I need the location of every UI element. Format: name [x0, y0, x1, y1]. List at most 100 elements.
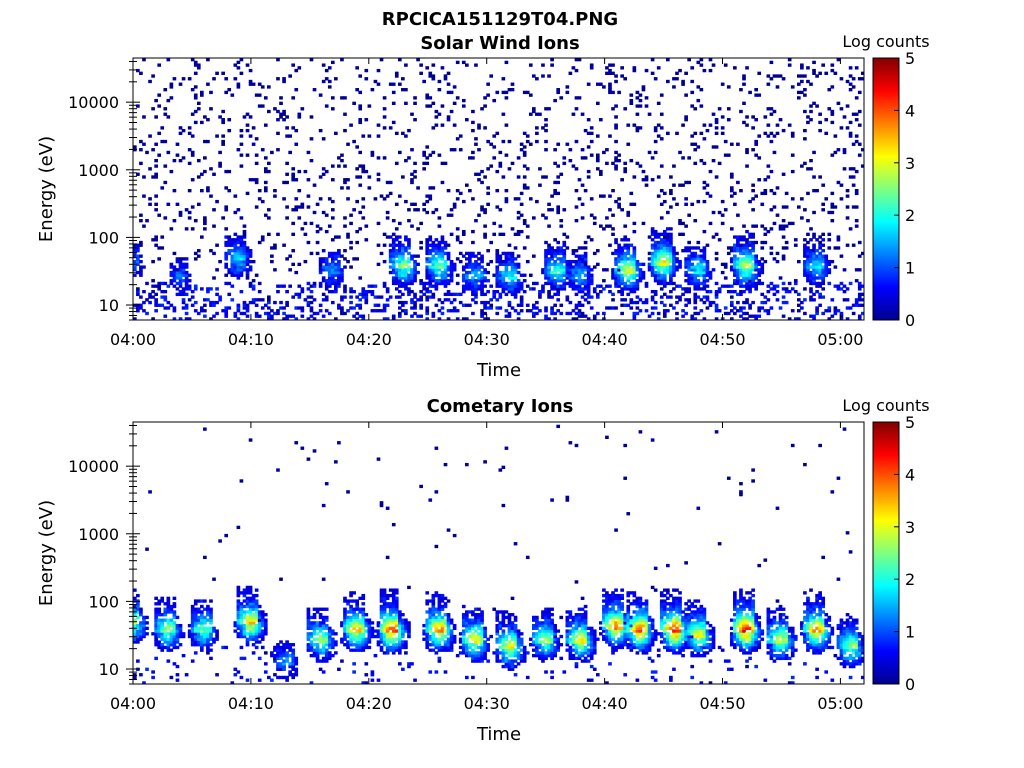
spectrogram-cell: [684, 311, 688, 316]
spectrogram-cell: [577, 281, 582, 286]
spectrogram-cell: [620, 279, 624, 283]
spectrogram-cell: [611, 63, 615, 67]
spectrogram-cell: [355, 615, 359, 620]
spectrogram-cell: [803, 265, 807, 269]
spectrogram-cell: [766, 107, 771, 111]
spectrogram-cell: [361, 164, 366, 168]
spectrogram-cell: [751, 197, 755, 201]
spectrogram-cell: [446, 189, 451, 193]
spectrogram-cell: [428, 615, 433, 620]
spectrogram-cell: [498, 292, 503, 297]
spectrogram-cell: [422, 623, 426, 628]
spectrogram-cell: [151, 295, 155, 299]
spectrogram-cell: [796, 82, 801, 86]
spectrogram-cell: [413, 678, 417, 682]
spectrogram-cell: [324, 298, 329, 302]
spectrogram-cell: [242, 254, 247, 258]
spectrogram-cell: [656, 134, 661, 138]
spectrogram-cell: [733, 202, 737, 206]
spectrogram-cell: [483, 306, 487, 310]
spectrogram-cell: [361, 643, 366, 647]
spectrogram-cell: [133, 317, 137, 320]
spectrogram-cell: [528, 287, 533, 291]
spectrogram-cell: [193, 300, 198, 305]
spectrogram-cell: [428, 618, 433, 622]
spectrogram-cell: [428, 607, 433, 611]
spectrogram-cell: [263, 618, 268, 622]
spectrogram-cell: [458, 148, 463, 152]
x-tick-label: 05:00: [817, 330, 863, 349]
spectrogram-cell: [206, 626, 210, 631]
spectrogram-cell: [577, 265, 582, 269]
spectrogram-cell: [410, 314, 414, 318]
spectrogram-cell: [431, 599, 436, 603]
spectrogram-cell: [276, 284, 280, 288]
spectrogram-cell: [169, 303, 174, 307]
spectrogram-cell: [257, 610, 262, 614]
spectrogram-cell: [233, 314, 238, 318]
spectrogram-cell: [273, 194, 277, 198]
spectrogram-cell: [224, 90, 229, 95]
spectrogram-cell: [629, 270, 634, 275]
spectrogram-cell: [397, 194, 402, 198]
spectrogram-cell: [273, 648, 277, 652]
spectrogram-cell: [257, 656, 262, 661]
spectrogram-cell: [556, 164, 561, 168]
spectrogram-cell: [385, 651, 390, 655]
spectrogram-cell: [376, 678, 381, 682]
spectrogram-cell: [608, 289, 612, 294]
spectrogram-cell: [263, 189, 268, 193]
spectrogram-cell: [397, 249, 402, 253]
spectrogram-cell: [827, 259, 832, 264]
spectrogram-cell: [172, 268, 177, 272]
spectrogram-cell: [611, 273, 615, 277]
spectrogram-cell: [528, 273, 533, 277]
spectrogram-cell: [684, 262, 688, 267]
spectrogram-cell: [845, 205, 850, 209]
spectrogram-cell: [230, 259, 235, 264]
spectrogram-cell: [803, 249, 807, 253]
spectrogram-cell: [498, 257, 503, 261]
spectrogram-cell: [519, 191, 524, 196]
spectrogram-cell: [461, 279, 466, 283]
spectrogram-cell: [193, 219, 198, 223]
spectrogram-cell: [827, 306, 832, 310]
spectrogram-cell: [583, 292, 588, 297]
spectrogram-cell: [154, 194, 158, 198]
spectrogram-cell: [276, 58, 280, 62]
spectrogram-cell: [349, 607, 353, 611]
spectrogram-cell: [260, 618, 265, 622]
spectrogram-cell: [139, 295, 143, 299]
spectrogram-cell: [209, 643, 213, 647]
spectrogram-cell: [468, 279, 472, 283]
spectrogram-cell: [346, 640, 350, 644]
spectrogram-cell: [309, 58, 314, 62]
spectrogram-cell: [650, 273, 655, 277]
spectrogram-cell: [547, 292, 551, 297]
spectrogram-cell: [659, 189, 664, 193]
spectrogram-cell: [803, 238, 807, 242]
spectrogram-cell: [574, 311, 579, 316]
spectrogram-cell: [209, 621, 213, 625]
spectrogram-cell: [404, 235, 408, 239]
spectrogram-cell: [352, 306, 356, 310]
spectrogram-cell: [693, 306, 698, 310]
spectrogram-cell: [483, 317, 487, 320]
spectrogram-cell: [245, 640, 250, 644]
spectrogram-cell: [428, 637, 433, 641]
spectrogram-cell: [181, 653, 186, 658]
spectrogram-cell: [270, 651, 274, 655]
spectrogram-cell: [297, 306, 302, 310]
spectrogram-cell: [851, 311, 856, 316]
spectrogram-cell: [364, 118, 369, 122]
spectrogram-cell: [440, 306, 445, 310]
spectrogram-cell: [245, 309, 250, 313]
spectrogram-cell: [397, 637, 402, 641]
spectrogram-cell: [507, 281, 512, 286]
spectrogram-cell: [382, 232, 387, 236]
spectrogram-cell: [163, 216, 168, 220]
spectrogram-cell: [407, 257, 411, 261]
spectrogram-cell: [611, 306, 615, 310]
spectrogram-cell: [413, 208, 417, 212]
spectrogram-cell: [617, 265, 621, 269]
